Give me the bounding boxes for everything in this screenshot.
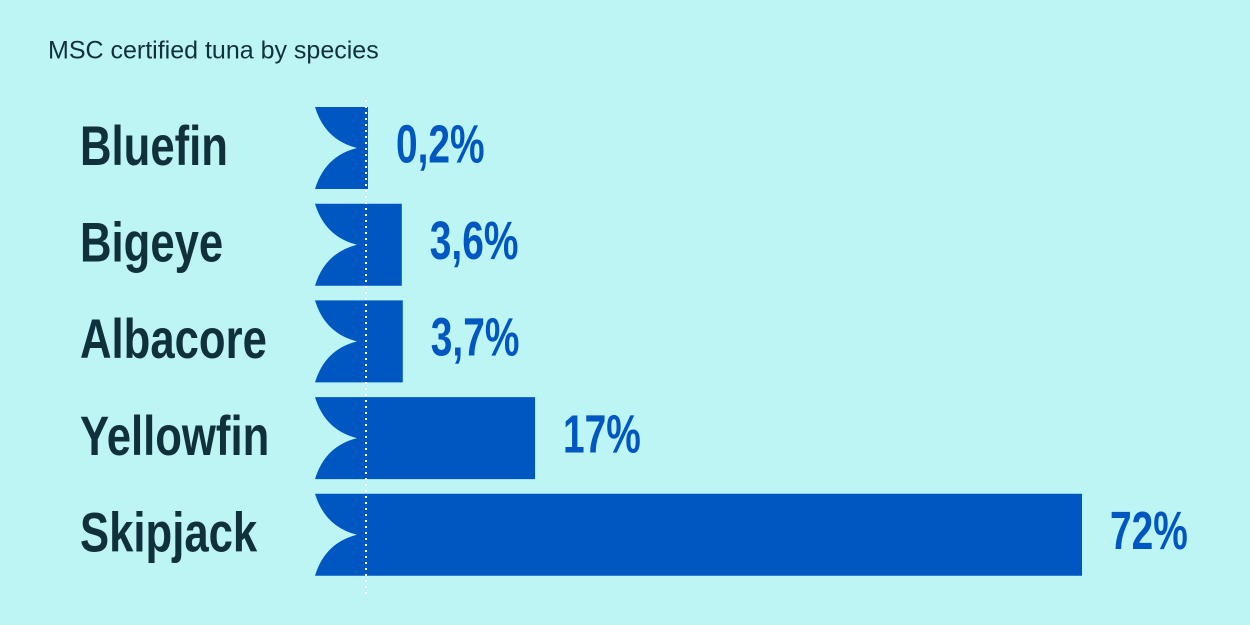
bar (315, 300, 403, 383)
chart-title: MSC certified tuna by species (48, 37, 379, 65)
category-label: Bluefin (80, 115, 228, 177)
bar (315, 397, 536, 480)
value-label: 17% (563, 403, 641, 464)
value-label: 72% (1110, 500, 1188, 561)
category-label: Bigeye (80, 211, 223, 273)
bar (315, 203, 402, 286)
bar (315, 493, 1082, 576)
category-label: Yellowfin (80, 405, 269, 467)
category-label: Albacore (80, 308, 267, 370)
value-label: 3,7% (431, 306, 520, 367)
value-label: 3,6% (430, 210, 519, 271)
category-label: Skipjack (80, 501, 257, 563)
value-label: 0,2% (396, 113, 485, 174)
bar (315, 107, 368, 189)
